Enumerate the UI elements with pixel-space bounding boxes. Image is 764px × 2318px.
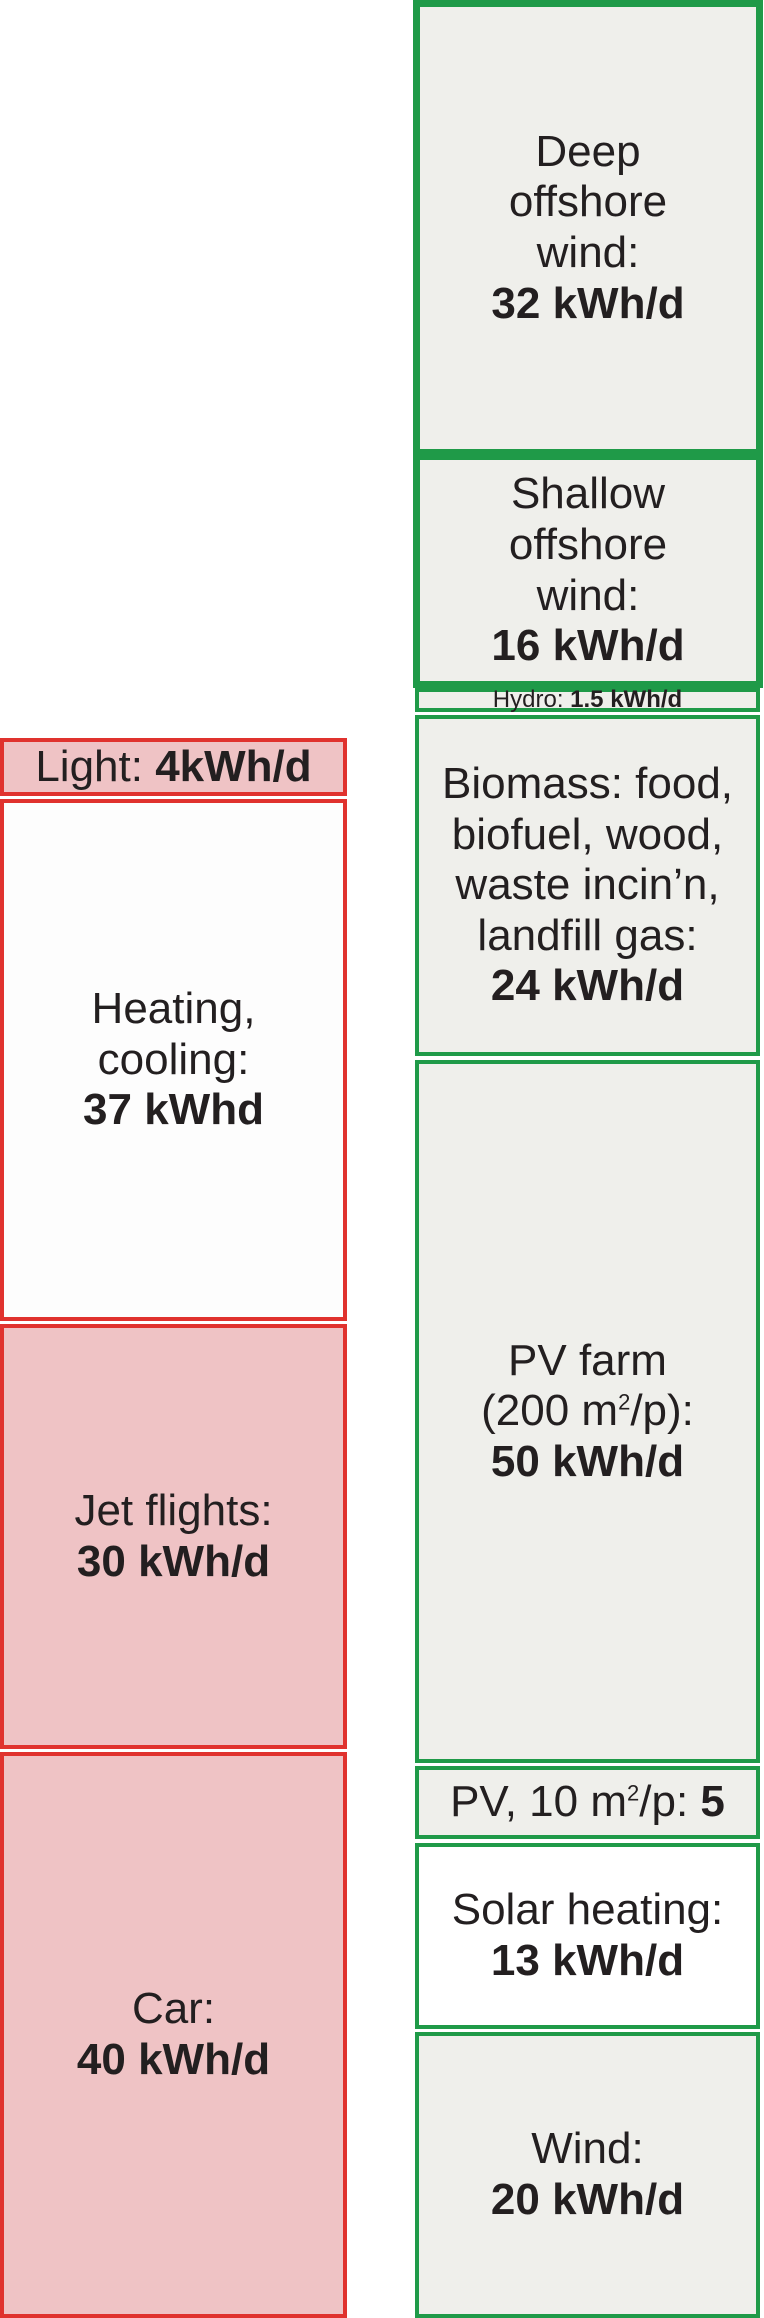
biomass-line4: landfill gas: [477, 910, 698, 960]
wind-block: Wind: 20 kWh/d [415, 2032, 760, 2318]
car-label: Car: [131, 1984, 216, 2034]
solar-heating-label: Solar heating: [451, 1885, 724, 1935]
solar-heating-block: Solar heating: 13 kWh/d [415, 1843, 760, 2029]
pv-small-block: PV, 10 m2/p: 5 [415, 1766, 760, 1839]
light-value: 4kWh/d [155, 741, 312, 791]
pv-farm-value: 50 kWh/d [490, 1436, 685, 1486]
pv-farm-area-pre: (200 m [481, 1386, 619, 1436]
pv-farm-area-sup: 2 [618, 1389, 631, 1415]
pv-farm-area-post: /p): [630, 1386, 694, 1436]
hydro-label: Hydro: [492, 686, 571, 714]
biomass-line2: biofuel, wood, [451, 809, 724, 859]
heating-value: 37 kWhd [83, 1085, 264, 1135]
pv-farm-line1: PV farm [508, 1335, 667, 1385]
car-block: Car: 40 kWh/d [0, 1752, 347, 2318]
hydro-text: Hydro: 1.5 kWh/d [493, 686, 682, 714]
deep-value: 32 kWh/d [491, 278, 685, 328]
hydro-block: Hydro: 1.5 kWh/d [415, 686, 760, 714]
wind-label: Wind: [531, 2124, 644, 2174]
heating-label-line2: cooling: [97, 1034, 250, 1084]
heating-cooling-block: Heating, cooling: 37 kWhd [0, 799, 347, 1321]
wind-value: 20 kWh/d [490, 2175, 685, 2224]
light-text: Light: 4kWh/d [35, 742, 311, 793]
car-value: 40 kWh/d [76, 2035, 271, 2084]
heating-label-line1: Heating, [91, 984, 256, 1034]
shallow-value: 16 kWh/d [491, 621, 685, 671]
jet-label: Jet flights: [74, 1485, 273, 1535]
biomass-value: 24 kWh/d [490, 961, 685, 1011]
deep-label-line1: Deep [535, 126, 641, 176]
pv-small-post: /p: [639, 1777, 701, 1827]
deep-label-line2: offshore [508, 177, 668, 227]
pv-farm-block: PV farm (200 m2/p): 50 kWh/d [415, 1060, 760, 1763]
pv-small-pre: PV, 10 m [450, 1777, 628, 1827]
pv-small-text: PV, 10 m2/p: 5 [450, 1777, 725, 1828]
shallow-label-line1: Shallow [510, 469, 666, 519]
solar-heating-value: 13 kWh/d [490, 1936, 685, 1985]
deep-label-line3: wind: [536, 228, 640, 277]
light-label: Light: [35, 741, 156, 791]
shallow-label-line3: wind: [536, 570, 640, 620]
hydro-value: 1.5 kWh/d [570, 686, 683, 714]
biomass-line1: Biomass: food, [441, 759, 734, 809]
shallow-label-line2: offshore [508, 519, 668, 569]
deep-offshore-wind-block: Deep offshore wind: 32 kWh/d [413, 0, 763, 456]
biomass-block: Biomass: food, biofuel, wood, waste inci… [415, 715, 760, 1056]
pv-farm-line2: (200 m2/p): [481, 1386, 694, 1437]
jet-value: 30 kWh/d [76, 1536, 271, 1586]
pv-small-sup: 2 [627, 1780, 640, 1806]
biomass-line3: waste incin’n, [455, 860, 720, 910]
jet-flights-block: Jet flights: 30 kWh/d [0, 1324, 347, 1749]
shallow-offshore-wind-block: Shallow offshore wind: 16 kWh/d [413, 453, 763, 688]
light-block: Light: 4kWh/d [0, 738, 347, 796]
pv-small-value: 5 [700, 1777, 725, 1827]
